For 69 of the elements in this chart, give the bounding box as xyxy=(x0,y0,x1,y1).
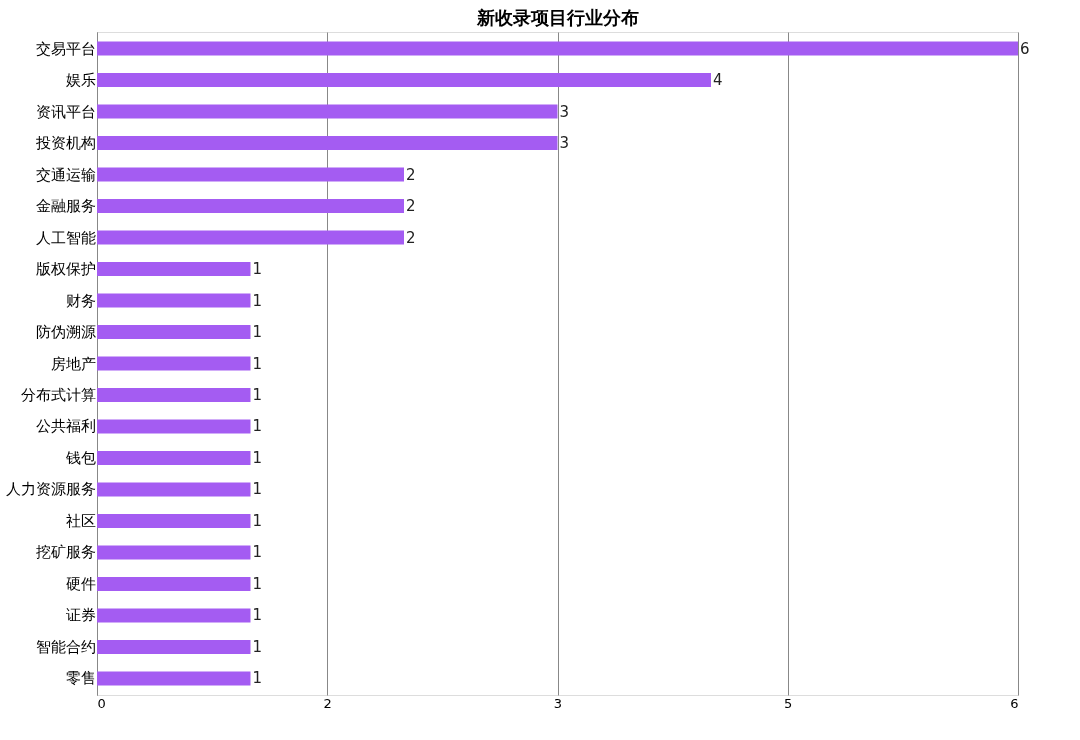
bar xyxy=(97,576,251,592)
bar xyxy=(97,261,251,277)
y-tick-label: 公共福利 xyxy=(35,417,96,436)
bar xyxy=(97,104,558,119)
y-tick-label: 人工智能 xyxy=(35,228,96,247)
bar xyxy=(97,41,1018,56)
bar xyxy=(97,608,251,623)
data-label: 1 xyxy=(252,543,263,562)
y-tick-label: 财务 xyxy=(65,291,96,310)
data-label: 1 xyxy=(252,323,263,341)
data-label: 1 xyxy=(252,637,263,656)
data-label: 1 xyxy=(252,291,263,310)
chart-title: 新收录项目行业分布 xyxy=(475,7,639,28)
data-label: 2 xyxy=(406,165,416,184)
bar xyxy=(97,671,251,686)
y-tick-label: 智能合约 xyxy=(35,637,96,656)
bar xyxy=(97,639,251,655)
data-label: 1 xyxy=(252,260,263,279)
data-label: 4 xyxy=(713,71,723,90)
y-tick-label: 钱包 xyxy=(64,448,96,467)
data-label: 1 xyxy=(252,386,263,404)
bar xyxy=(97,450,251,466)
bar xyxy=(97,72,711,88)
data-label: 1 xyxy=(252,354,263,373)
data-label: 6 xyxy=(1020,39,1030,58)
bar xyxy=(97,167,404,182)
bar xyxy=(97,387,251,403)
bar xyxy=(97,545,251,560)
bar xyxy=(97,482,251,497)
data-label: 1 xyxy=(252,606,263,625)
data-label: 1 xyxy=(252,448,263,467)
data-label: 1 xyxy=(252,417,263,436)
bar xyxy=(97,419,251,434)
bar xyxy=(97,135,558,151)
x-tick-label: 2 xyxy=(323,695,332,711)
data-label: 2 xyxy=(406,228,416,247)
data-label: 1 xyxy=(252,511,263,530)
data-label: 3 xyxy=(559,102,570,121)
y-tick-label: 防伪溯源 xyxy=(35,323,96,341)
data-label: 1 xyxy=(252,480,263,499)
bar xyxy=(97,356,251,371)
data-label: 3 xyxy=(559,134,570,153)
y-tick-label: 资讯平台 xyxy=(35,102,96,121)
bar xyxy=(97,293,251,308)
y-tick-label: 投资机构 xyxy=(34,134,96,153)
x-tick-label: 0 xyxy=(97,695,106,711)
y-tick-label: 交易平台 xyxy=(35,39,96,58)
bar xyxy=(97,198,404,214)
y-tick-label: 社区 xyxy=(65,511,96,530)
y-tick-label: 分布式计算 xyxy=(20,386,96,404)
y-tick-label: 证券 xyxy=(65,606,96,625)
bar xyxy=(97,230,404,245)
data-label: 1 xyxy=(252,669,263,688)
x-tick-label: 6 xyxy=(1010,695,1019,711)
y-tick-label: 交通运输 xyxy=(35,165,96,184)
y-tick-label: 挖矿服务 xyxy=(35,543,96,562)
y-tick-label: 零售 xyxy=(65,669,96,688)
bar xyxy=(97,324,251,340)
x-tick-label: 5 xyxy=(784,695,793,711)
y-tick-label: 版权保护 xyxy=(35,260,96,279)
data-label: 2 xyxy=(406,197,416,216)
y-tick-label: 人力资源服务 xyxy=(5,480,96,499)
y-tick-label: 房地产 xyxy=(50,354,96,373)
bar xyxy=(97,513,251,529)
y-tick-label: 硬件 xyxy=(65,574,96,593)
x-tick-label: 3 xyxy=(553,695,563,711)
y-tick-label: 娱乐 xyxy=(65,71,96,90)
y-tick-label: 金融服务 xyxy=(35,197,96,216)
data-label: 1 xyxy=(252,574,263,593)
